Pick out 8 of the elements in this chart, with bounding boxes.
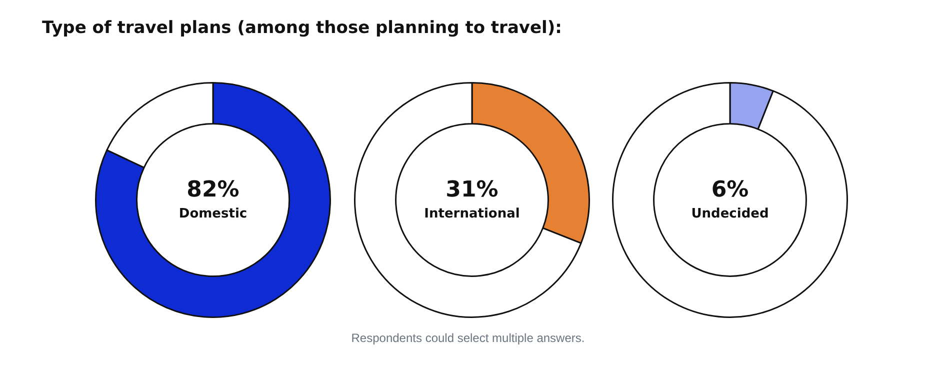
slice-label: International: [424, 206, 520, 222]
slice-label: Domestic: [178, 206, 248, 222]
chart-title: Type of travel plans (among those planning to travel):: [42, 18, 562, 38]
data-label: 31%: [446, 178, 498, 203]
slice-label: Undecided: [691, 206, 769, 222]
data-label: 82%: [186, 178, 240, 203]
data-label: 6%: [711, 178, 749, 203]
text: Respondents could select multiple answers.: [350, 331, 586, 345]
